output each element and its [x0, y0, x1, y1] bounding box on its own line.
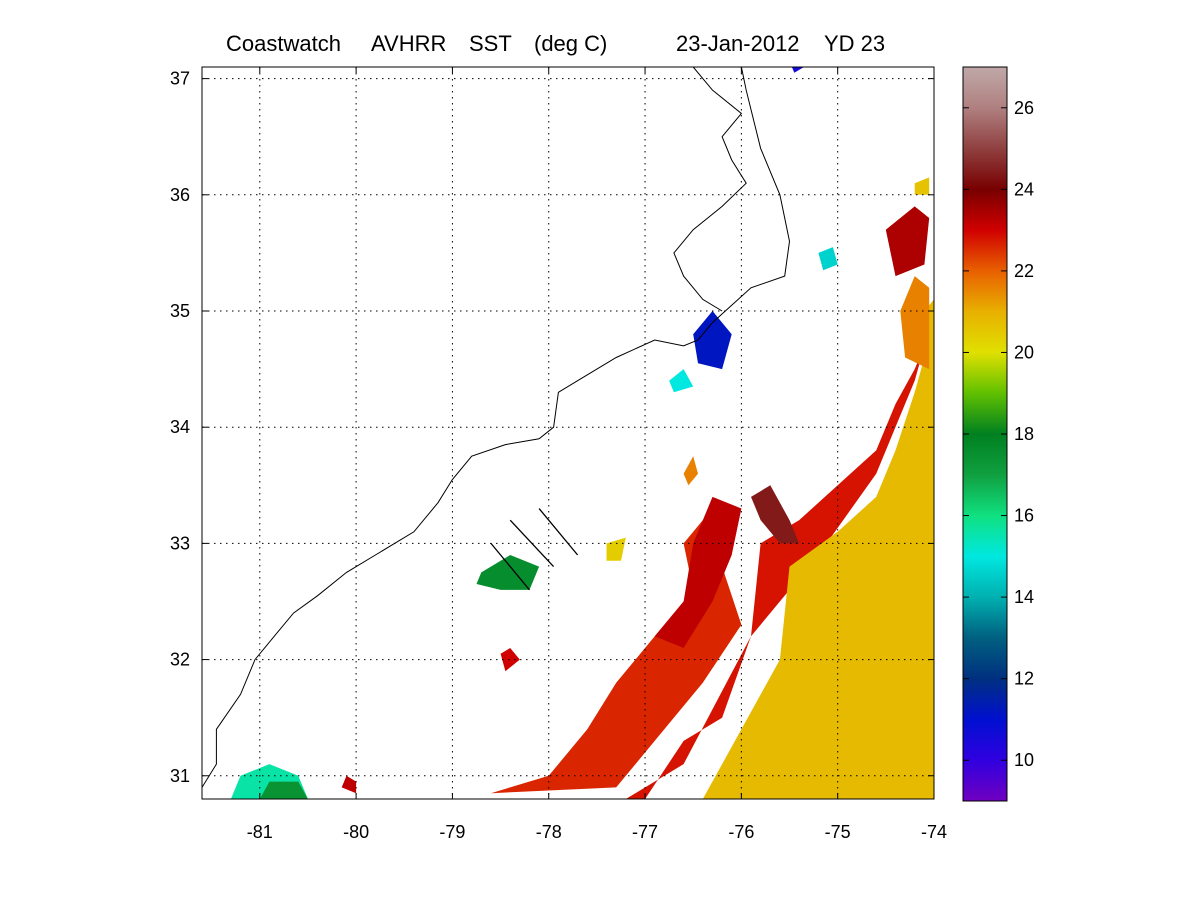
colorbar-ticks: 10 12 14 16 18 20 22 24 26	[963, 98, 1034, 770]
y-axis-ticks: 31 32 33 34 35 36 37	[170, 69, 934, 786]
y-tick-label: 35	[170, 301, 190, 321]
colorbar-tick-label: 18	[1014, 424, 1034, 444]
colorbar-tick-label: 14	[1014, 587, 1034, 607]
colorbar-gradient	[962, 66, 1008, 802]
colorbar: 10 12 14 16 18 20 22 24 26	[962, 66, 1034, 802]
sst-region-maroon-warm-core	[751, 485, 800, 544]
sst-region-eastern-warm-lobe	[900, 276, 930, 370]
title-yearday: YD 23	[824, 31, 885, 56]
sst-region-sargasso-warm-water	[702, 299, 934, 799]
map-grid	[202, 67, 934, 799]
sst-region-cape-hatteras-cool-patch	[669, 369, 694, 393]
sst-region-offshore-red-blob	[500, 648, 520, 672]
colorbar-tick-label: 12	[1014, 669, 1034, 689]
title-variable: SST	[469, 31, 512, 56]
figure-title: Coastwatch AVHRR SST (deg C) 23-Jan-2012…	[226, 31, 885, 56]
sound-shoreline-path	[673, 67, 747, 312]
sst-region-cool-shelf-patch	[476, 555, 540, 590]
sst-regions	[230, 67, 934, 799]
title-sensor: AVHRR	[371, 31, 446, 56]
transect-line-1	[509, 519, 555, 568]
transect-line-3	[538, 508, 579, 556]
y-tick-label: 32	[170, 650, 190, 670]
x-tick-label: -79	[439, 822, 465, 842]
y-tick-label: 31	[170, 766, 190, 786]
sst-map-plot	[202, 67, 934, 799]
coastline	[202, 67, 791, 788]
colorbar-tick-label: 16	[1014, 506, 1034, 526]
sst-region-northern-yellow-dot	[914, 177, 930, 195]
y-tick-label: 36	[170, 185, 190, 205]
title-units: (deg C)	[534, 31, 607, 56]
title-date: 23-Jan-2012	[676, 31, 800, 56]
map-frame	[201, 66, 935, 800]
x-tick-label: -80	[343, 822, 369, 842]
sst-region-offshore-warm-filament	[654, 496, 742, 648]
sst-region-small-orange-patch	[683, 456, 698, 486]
x-tick-label: -81	[247, 822, 273, 842]
x-tick-label: -76	[728, 822, 754, 842]
y-tick-label: 34	[170, 417, 190, 437]
x-tick-label: -75	[825, 822, 851, 842]
y-tick-label: 37	[170, 69, 190, 89]
colorbar-tick-label: 10	[1014, 750, 1034, 770]
colorbar-tick-label: 20	[1014, 342, 1034, 362]
title-source: Coastwatch	[226, 31, 341, 56]
sst-region-small-yellow-patch	[606, 537, 626, 561]
transect-lines	[490, 508, 579, 591]
x-tick-label: -74	[921, 822, 947, 842]
colorbar-tick-label: 22	[1014, 261, 1034, 281]
x-tick-label: -77	[632, 822, 658, 842]
coastline-path	[202, 67, 791, 788]
sst-region-outer-banks-cold-pixels	[693, 311, 732, 370]
colorbar-tick-label: 24	[1014, 179, 1034, 199]
x-tick-label: -78	[536, 822, 562, 842]
transect-line-2	[490, 542, 530, 591]
x-axis-ticks: -81 -80 -79 -78 -77 -76 -75 -74	[247, 67, 947, 842]
sst-region-northern-teal-patch	[818, 247, 838, 271]
sst-region-northern-blue-patch	[791, 67, 804, 73]
sst-region-nearshore-green-patch	[259, 781, 308, 799]
sst-region-gulf-stream-warm-edge	[625, 345, 925, 799]
y-tick-label: 33	[170, 533, 190, 553]
sst-region-northern-red-edge	[885, 206, 930, 277]
sst-region-small-warm-patch-sc	[341, 775, 357, 794]
colorbar-tick-label: 26	[1014, 98, 1034, 118]
